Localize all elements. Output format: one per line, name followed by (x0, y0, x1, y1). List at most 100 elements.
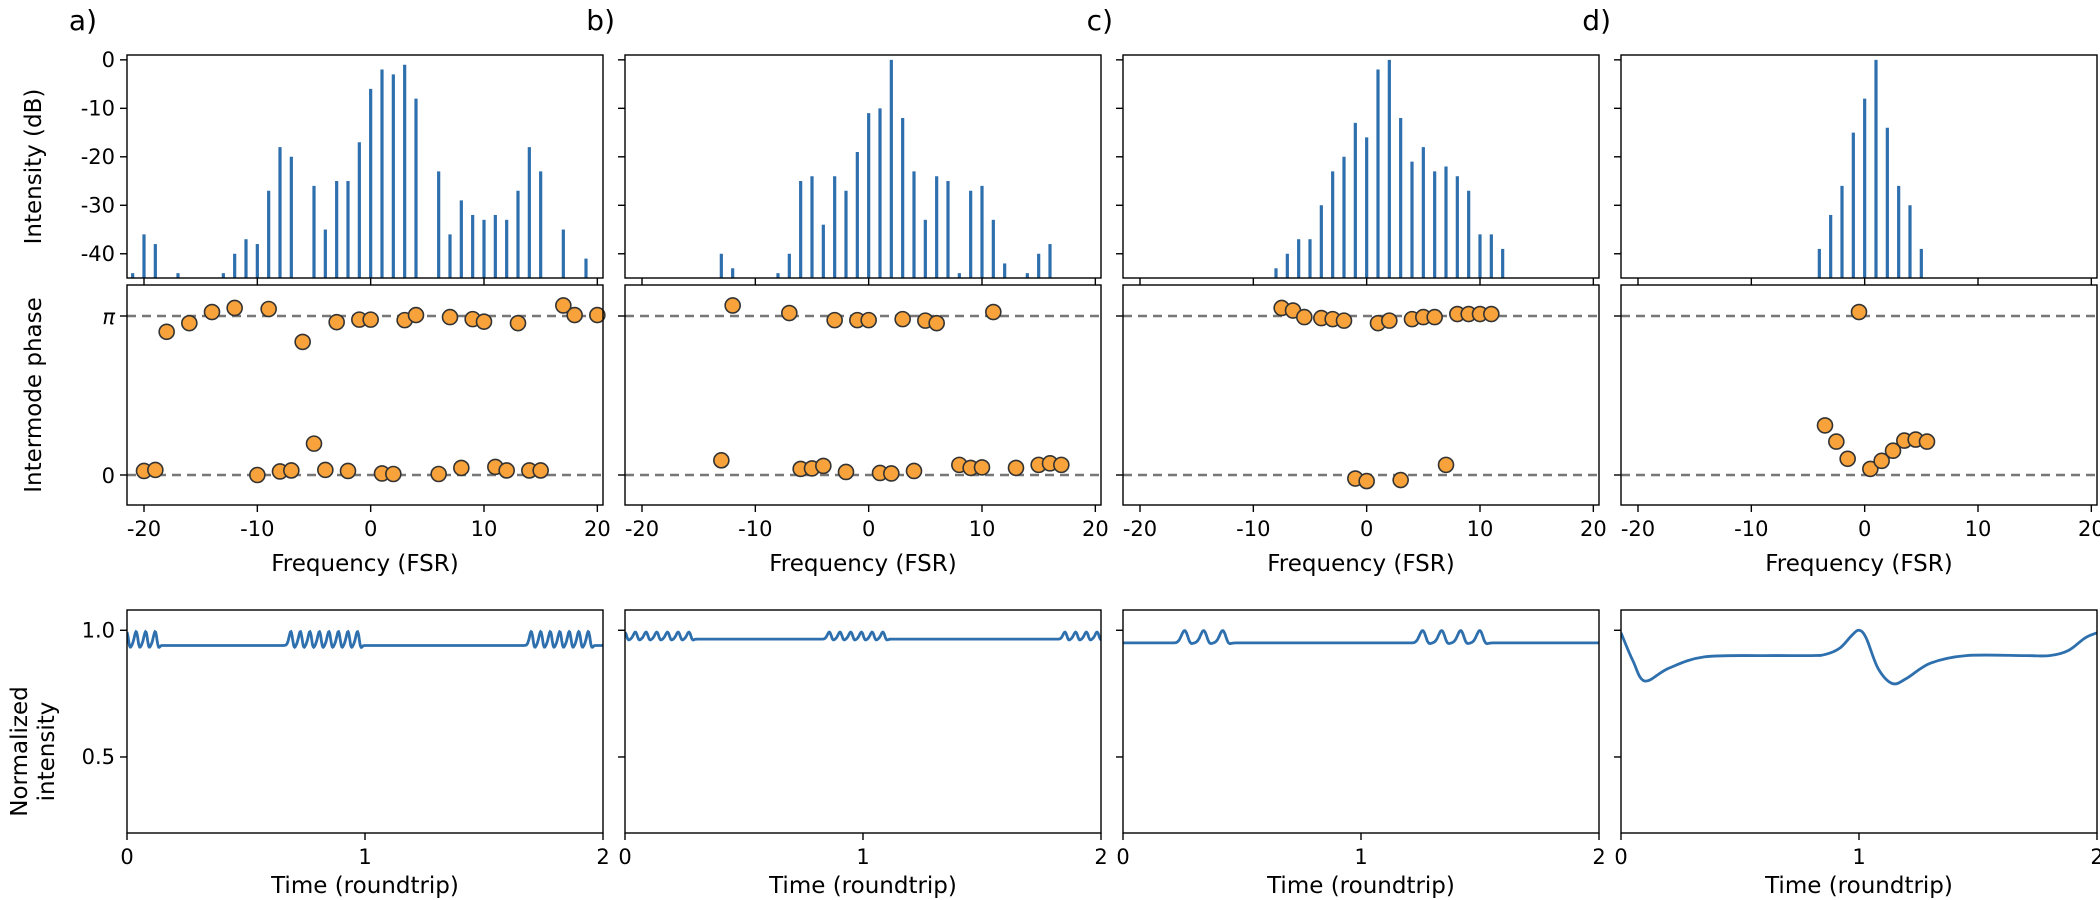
phase-point (589, 306, 606, 324)
panel-label: d) (1582, 4, 1611, 37)
x-tick-label: 10 (1965, 517, 1992, 541)
x-tick-label: 10 (1467, 517, 1494, 541)
spectrum-frame (624, 54, 1102, 279)
phase-point (826, 311, 843, 329)
phase-point (532, 462, 549, 479)
time-y-title: Normalizedintensity (7, 686, 60, 816)
panel-label: c) (1087, 4, 1113, 37)
x-tick-label: 1 (1354, 845, 1367, 869)
phase-point (860, 311, 877, 329)
y-tick-label: 0.5 (82, 745, 115, 769)
x-tick-label: 10 (969, 517, 996, 541)
intensity-trace (625, 630, 1101, 642)
spectrum-frame (1620, 54, 2098, 279)
phase-point (249, 466, 266, 484)
phase-point (883, 465, 900, 482)
phase-point (1426, 308, 1443, 326)
x-tick-label: 2 (2090, 845, 2100, 869)
spectrum-plot (618, 54, 1102, 285)
x-tick-label: 20 (584, 517, 611, 541)
panel-d: d) -20 -10 0 10 20 Frequency (FSR) 0 1 2 Time (rou… (1582, 4, 2100, 899)
phase-plot: -20 -10 0 10 20 Frequency (FSR) (618, 284, 1109, 577)
x-tick-label: -20 (1123, 517, 1157, 541)
phase-plot: -20 -10 0 10 20 Frequency (FSR) (1614, 284, 2100, 577)
phase-point (407, 306, 425, 324)
phase-point (339, 462, 357, 480)
time-x-title: Time (roundtrip) (1764, 873, 1953, 899)
time-plot: 0 1 2 Time (roundtrip) (618, 609, 1108, 899)
x-tick-label: -10 (738, 517, 772, 541)
x-tick-label: 20 (1082, 517, 1109, 541)
phase-point (453, 459, 470, 477)
y-tick-label: -20 (81, 145, 115, 169)
x-tick-label: 2 (1592, 845, 1605, 869)
x-tick-label: 0 (618, 845, 631, 869)
x-tick-label: 20 (1580, 517, 1607, 541)
time-frame (1620, 609, 2098, 834)
panel-label: b) (586, 4, 615, 37)
x-tick-label: 1 (856, 845, 869, 869)
spectrum-plot (1614, 54, 2098, 285)
phase-point (713, 452, 730, 469)
spectrum-frame (126, 54, 604, 279)
x-tick-label: 0 (120, 845, 133, 869)
y-tick-label: π (102, 305, 115, 329)
y-tick-label: 1.0 (82, 618, 115, 642)
phase-point (724, 297, 741, 314)
y-tick-label: 0 (102, 48, 115, 72)
phase-x-title: Frequency (FSR) (1267, 551, 1454, 577)
phase-point (1053, 456, 1070, 474)
time-plot: 0 1 2 Time (roundtrip) (1116, 609, 1606, 899)
x-tick-label: -10 (240, 517, 274, 541)
phase-point (283, 462, 300, 479)
x-tick-label: 0 (1614, 845, 1627, 869)
phase-y-title: Intermode phase (21, 297, 47, 493)
phase-point (1335, 312, 1353, 329)
x-tick-label: 2 (596, 845, 609, 869)
time-plot: 1.0 0.5 0 1 2 Time (roundtrip) Normalizedinten… (7, 609, 610, 899)
intensity-trace (1123, 629, 1599, 645)
x-tick-label: 10 (471, 517, 498, 541)
phase-point (566, 306, 583, 324)
phase-point (1828, 433, 1845, 450)
x-tick-label: 0 (1858, 517, 1871, 541)
x-tick-label: 2 (1094, 845, 1107, 869)
phase-point (1483, 305, 1500, 323)
phase-point (985, 303, 1002, 321)
phase-frame (1620, 284, 2098, 506)
phase-point (430, 465, 447, 483)
x-tick-label: -10 (1236, 517, 1270, 541)
spectrum-plot (1116, 54, 1600, 285)
panel-b: b) -20 -10 0 10 20 Frequency (FSR) 0 1 2 Time (rou… (586, 4, 1108, 899)
phase-point (1381, 312, 1398, 329)
phase-point (1884, 442, 1902, 460)
time-x-title: Time (roundtrip) (768, 873, 957, 899)
spectrum-plot: 0 -10 -20 -30 -40 Intensity (dB) (21, 48, 604, 285)
phase-point (475, 313, 493, 330)
time-frame (624, 609, 1102, 834)
phase-x-title: Frequency (FSR) (271, 551, 458, 577)
x-tick-label: 1 (358, 845, 371, 869)
phase-point (498, 462, 515, 479)
y-tick-label: -10 (81, 96, 115, 120)
x-tick-label: 0 (1116, 845, 1129, 869)
phase-point (1392, 471, 1409, 489)
phase-point (1862, 460, 1879, 478)
phase-point (294, 333, 311, 351)
phase-point (385, 465, 402, 483)
phase-point (362, 311, 379, 328)
phase-point (905, 462, 923, 480)
x-tick-label: 1 (1852, 845, 1865, 869)
phase-point (158, 323, 175, 341)
phase-point (328, 313, 345, 331)
time-frame (126, 609, 604, 834)
phase-point (1816, 417, 1834, 434)
phase-frame (1122, 284, 1600, 506)
phase-point (555, 297, 572, 314)
phase-point (1873, 452, 1890, 470)
x-tick-label: 0 (862, 517, 875, 541)
panel-c: c) -20 -10 0 10 20 Frequency (FSR) 0 1 2 Time (rou… (1087, 4, 1607, 899)
phase-point (1918, 433, 1936, 450)
phase-point (894, 310, 911, 328)
